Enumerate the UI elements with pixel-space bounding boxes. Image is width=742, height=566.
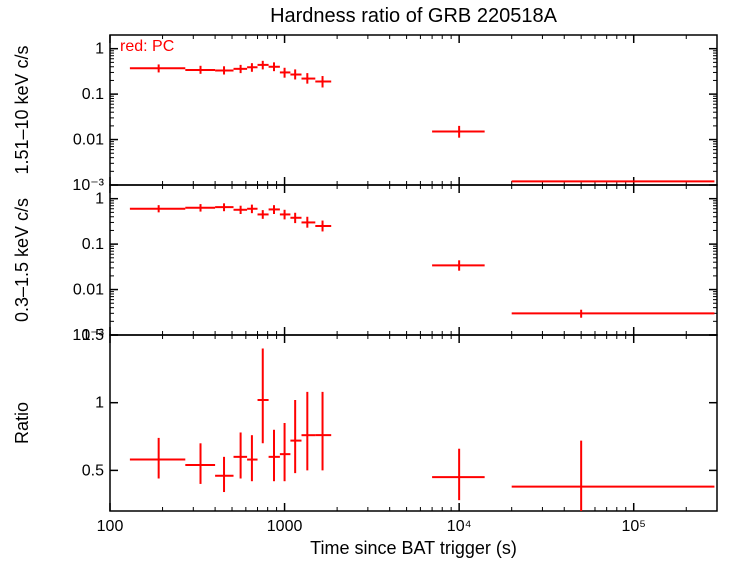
x-axis-label: Time since BAT trigger (s)	[310, 538, 517, 558]
y-axis-label: 1.51–10 keV c/s	[12, 45, 32, 174]
panel-frame	[110, 35, 717, 185]
y-tick-label: 0.01	[73, 132, 104, 149]
y-tick-label: 0.1	[82, 236, 104, 253]
y-axis-label: 0.3–1.5 keV c/s	[12, 198, 32, 322]
legend-text: red: PC	[120, 38, 174, 55]
data-series	[130, 349, 715, 518]
x-tick-label: 10⁴	[447, 518, 472, 535]
y-tick-label: 0.1	[82, 86, 104, 103]
y-tick-label: 1	[95, 191, 104, 208]
y-tick-label: 1	[95, 395, 104, 412]
chart-svg: Hardness ratio of GRB 220518A red: PC Time…	[0, 0, 742, 566]
x-tick-label: 1000	[267, 518, 303, 535]
y-axis-label: Ratio	[12, 402, 32, 444]
y-tick-label: 1.5	[82, 327, 104, 344]
panel-frame	[110, 335, 717, 511]
x-tick-label: 10⁵	[621, 518, 645, 535]
data-series	[130, 203, 715, 317]
x-tick-label: 100	[97, 518, 124, 535]
y-tick-label: 0.5	[82, 462, 104, 479]
y-tick-label: 0.01	[73, 282, 104, 299]
chart-container: Hardness ratio of GRB 220518A red: PC Time…	[0, 0, 742, 566]
y-tick-label: 1	[95, 41, 104, 58]
data-series	[130, 61, 715, 182]
chart-title: Hardness ratio of GRB 220518A	[270, 5, 557, 27]
